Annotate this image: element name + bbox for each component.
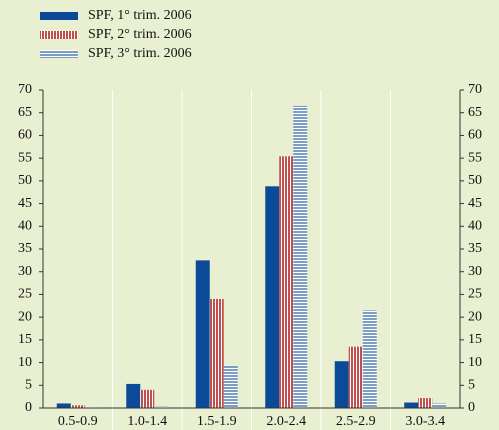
y2-tick-label: 60 [468,128,482,143]
bar [293,105,308,409]
y2-tick-label: 25 [468,287,482,302]
y2-tick-label: 50 [468,173,482,188]
y2-tick-label: 30 [468,264,482,279]
legend-swatch [40,31,78,39]
legend-label: SPF, 1° trim. 2006 [88,8,192,23]
bar [56,403,71,408]
y2-tick-label: 55 [468,150,482,165]
bar [154,406,169,408]
x-tick-label: 1.0-1.4 [127,414,167,429]
x-tick-label: 1.5-1.9 [197,414,237,429]
y2-tick-label: 0 [468,400,475,415]
y-tick-label: 0 [25,400,32,415]
y-tick-label: 40 [18,219,32,234]
bar [195,260,210,408]
bar [418,398,433,408]
y2-tick-label: 70 [468,82,482,97]
bar [348,346,363,408]
bar [140,389,155,408]
bar [404,402,419,408]
bar [279,156,294,408]
y2-tick-label: 65 [468,105,482,120]
legend-label: SPF, 2° trim. 2006 [88,27,192,42]
y-tick-label: 10 [18,355,32,370]
legend-swatch [40,50,78,58]
y-tick-label: 45 [18,196,32,211]
y-tick-label: 30 [18,264,32,279]
y2-tick-label: 40 [468,219,482,234]
legend-label: SPF, 3° trim. 2006 [88,46,192,61]
legend-swatch [40,12,78,20]
x-tick-label: 0.5-0.9 [58,414,98,429]
y-tick-label: 20 [18,309,32,324]
y2-tick-label: 5 [468,378,475,393]
y-tick-label: 70 [18,82,32,97]
y-tick-label: 5 [25,378,32,393]
y2-tick-label: 10 [468,355,482,370]
bar [209,298,224,408]
y-tick-label: 60 [18,128,32,143]
y2-tick-label: 15 [468,332,482,347]
x-tick-label: 3.0-3.4 [405,414,445,429]
bar [362,310,377,408]
y-tick-label: 25 [18,287,32,302]
y2-tick-label: 45 [468,196,482,211]
bar [223,365,238,408]
y-tick-label: 65 [18,105,32,120]
y-tick-label: 55 [18,150,32,165]
bar [265,186,280,408]
y2-tick-label: 35 [468,241,482,256]
bar [432,403,447,408]
x-tick-label: 2.0-2.4 [266,414,306,429]
x-tick-label: 2.5-2.9 [336,414,376,429]
bar [126,383,141,408]
y2-tick-label: 20 [468,309,482,324]
y-tick-label: 35 [18,241,32,256]
y-tick-label: 50 [18,173,32,188]
bar [334,361,349,408]
bar [70,405,85,408]
y-tick-label: 15 [18,332,32,347]
